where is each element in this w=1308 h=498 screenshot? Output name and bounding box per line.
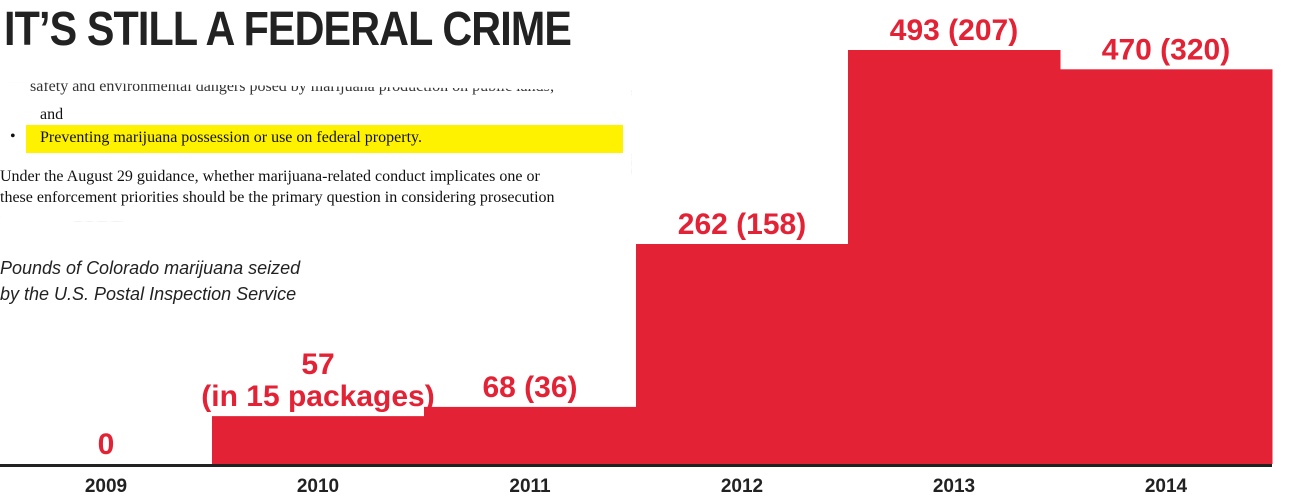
bar-2011	[424, 406, 637, 464]
subtitle-line-2: by the U.S. Postal Inspection Service	[0, 284, 297, 304]
data-label-2009: 0	[98, 428, 115, 461]
bullet-icon: •	[10, 128, 16, 145]
data-label-2013: 493 (207)	[890, 14, 1018, 47]
subtitle-line-1: Pounds of Colorado marijuana seized	[0, 258, 301, 278]
data-label-2014: 470 (320)	[1102, 33, 1230, 66]
bar-2010	[212, 416, 425, 464]
x-tick-label-2012: 2012	[721, 476, 763, 497]
x-tick-label-2013: 2013	[933, 476, 975, 497]
x-tick-label-2011: 2011	[509, 476, 551, 497]
data-label-2010-2: (in 15 packages)	[201, 380, 434, 413]
bar-2013	[848, 50, 1061, 464]
highlight-marker	[26, 125, 623, 153]
clipping-line-1: Under the August 29 guidance, whether ma…	[0, 168, 540, 185]
data-label-2011: 68 (36)	[482, 371, 577, 404]
x-tick-label-2010: 2010	[297, 476, 339, 497]
chart-title: IT’S STILL A FEDERAL CRIME	[4, 3, 572, 56]
bar-2014	[1060, 69, 1273, 465]
clipping-and-text: and	[40, 106, 64, 123]
data-label-2010-1: 57	[301, 348, 334, 381]
chart-subtitle: Pounds of Colorado marijuana seized by t…	[0, 255, 300, 307]
x-tick-label-2009: 2009	[85, 476, 127, 497]
bar-2012	[636, 243, 849, 464]
x-tick-label-2014: 2014	[1145, 476, 1188, 497]
clipping-line-2: these enforcement priorities should be t…	[0, 189, 555, 206]
data-label-2012: 262 (158)	[678, 208, 806, 241]
guidance-document-clipping: safety and environmental dangers posed b…	[0, 82, 632, 222]
clipping-highlighted-text: Preventing marijuana possession or use o…	[40, 129, 422, 146]
